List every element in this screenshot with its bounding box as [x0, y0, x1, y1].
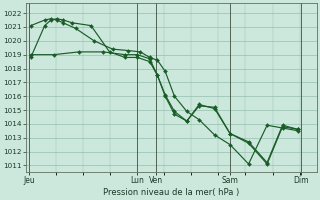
X-axis label: Pression niveau de la mer( hPa ): Pression niveau de la mer( hPa ): [103, 188, 239, 197]
